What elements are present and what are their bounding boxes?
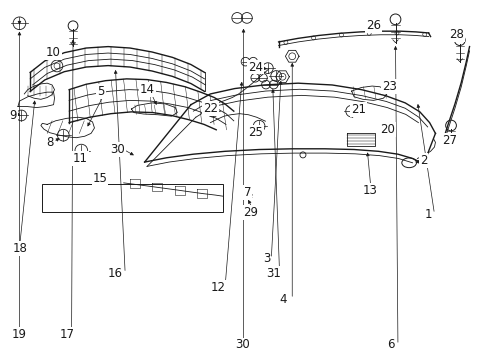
Text: 11: 11: [73, 152, 88, 165]
Text: 18: 18: [13, 242, 28, 255]
Text: 15: 15: [92, 172, 107, 185]
Text: 8: 8: [46, 136, 53, 149]
Text: 24: 24: [248, 60, 263, 73]
Text: 5: 5: [97, 85, 104, 98]
Text: 25: 25: [248, 126, 263, 139]
Text: 9: 9: [10, 109, 17, 122]
Text: 4: 4: [279, 293, 286, 306]
Text: 27: 27: [441, 134, 456, 147]
Text: 26: 26: [366, 19, 381, 32]
Text: 2: 2: [419, 154, 427, 167]
Text: 14: 14: [140, 83, 155, 96]
Text: 10: 10: [46, 46, 61, 59]
Text: 13: 13: [362, 184, 376, 197]
Text: 19: 19: [12, 328, 27, 341]
Text: 3: 3: [263, 252, 270, 265]
Text: 1: 1: [424, 208, 431, 221]
FancyBboxPatch shape: [42, 184, 222, 212]
Text: 30: 30: [110, 143, 125, 156]
Text: 21: 21: [350, 103, 365, 116]
Text: 22: 22: [203, 102, 218, 115]
Text: 6: 6: [386, 338, 393, 351]
Text: 30: 30: [234, 338, 249, 351]
Text: 20: 20: [379, 123, 394, 136]
Text: 28: 28: [448, 28, 463, 41]
Text: 29: 29: [243, 206, 258, 219]
Text: 7: 7: [243, 186, 250, 199]
Text: 16: 16: [108, 267, 123, 280]
Text: 17: 17: [59, 328, 74, 341]
Text: 12: 12: [210, 281, 225, 294]
Text: 23: 23: [381, 80, 396, 93]
Text: 31: 31: [266, 267, 281, 280]
